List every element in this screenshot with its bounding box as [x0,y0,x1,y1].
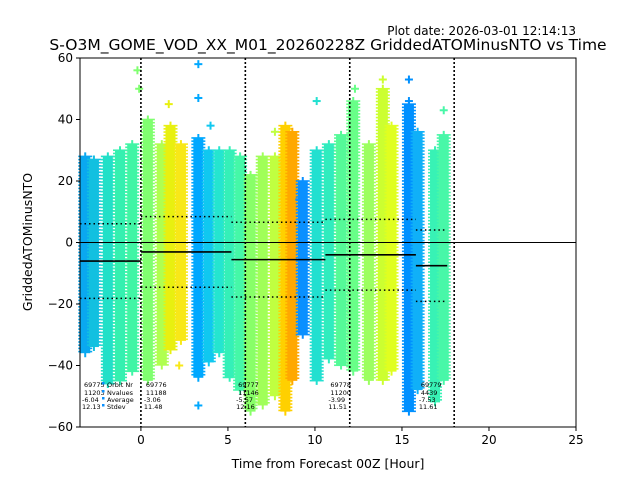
stat-value-nvalues: 4439 [421,389,438,397]
scatter-band [113,146,128,385]
scatter-outlier [175,361,184,370]
scatter-band [285,127,300,385]
stat-value-average: -6.04 [82,396,99,404]
scatter-band [295,177,310,339]
scatter-band [100,152,115,388]
stat-row-label: Average [107,396,134,404]
stat-row-marker [102,404,105,407]
x-axis-label: Time from Forecast 00Z [Hour] [231,456,425,471]
stat-value-nvalues: 11188 [146,389,167,397]
scatter-band [125,140,140,376]
scatter-band [140,115,155,385]
scatter-outlier [194,93,203,102]
scatter-band [255,152,270,410]
scatter-outlier [404,75,413,84]
stat-value-stdev: 12.16 [236,403,255,411]
y-tick-label: 0 [65,236,73,250]
scatter-outlier [295,195,304,204]
scatter-band [191,133,206,382]
scatter-outlier [194,401,203,410]
scatter-outlier [312,97,321,106]
scatter-outlier [439,106,448,115]
stats-lines-layer [80,215,576,303]
stat-row-label: Stdev [107,403,126,411]
stat-value-stdev: 11.51 [328,403,347,411]
scatter-outlier [404,97,413,106]
scatter-band [309,146,324,385]
stat-value-orbit: 69778 [330,381,351,389]
scatter-outlier [164,100,173,109]
data-points-layer [78,60,451,416]
scatter-outlier [206,121,215,130]
scatter-band [384,121,399,376]
stat-value-stdev: 11.61 [419,403,438,411]
stat-value-orbit: 69777 [238,381,259,389]
y-tick-label: 60 [58,51,73,65]
chart-title: S-O3M_GOME_VOD_XX_M01_20260228Z GriddedA… [49,36,606,55]
scatter-band [375,84,390,385]
stat-value-stdev: 11.48 [144,403,163,411]
scatter-outlier [135,84,144,93]
stat-value-nvalues: 11146 [238,389,259,397]
stat-value-stdev: 12.13 [82,403,101,411]
stat-value-average: -5.57 [236,396,253,404]
scatter-outlier [378,75,387,84]
y-tick-label: −40 [48,359,73,373]
stat-value-orbit: 69779 [421,381,442,389]
scatter-outlier [194,60,203,69]
y-tick-label: 20 [58,174,73,188]
stat-row-marker [102,390,105,393]
y-tick-label: −20 [48,297,73,311]
stat-value-nvalues: 11200 [330,389,351,397]
scatter-outlier [133,66,142,75]
scatter-band [361,140,376,385]
stat-value-average: -7.53 [419,396,436,404]
x-tick-label: 0 [137,433,145,447]
x-tick-label: 25 [568,433,583,447]
stat-value-orbit: 69776 [146,381,167,389]
x-tick-label: 15 [394,433,409,447]
stat-row-label: Orbit Nr [107,381,133,389]
stat-value-average: -3.06 [144,396,161,404]
scatter-outlier [350,84,359,93]
scatter-band [334,130,349,370]
plot-date: Plot date: 2026-03-01 12:14:13 [387,24,576,38]
scatter-band [321,140,336,364]
axes-layer: 0 5 10 15 20 25 −60 −40 −20 0 20 40 60 [48,51,584,447]
scatter-band [163,121,178,355]
scatter-band [410,127,425,395]
x-tick-label: 10 [307,433,322,447]
stat-row-marker [102,397,105,400]
scatter-outlier [288,339,297,348]
x-tick-label: 20 [481,433,496,447]
forecast-boundaries-layer [140,58,455,427]
scatter-band [267,152,282,401]
stat-value-average: -3.99 [328,396,345,404]
stat-value-orbit: 69775 [84,381,105,389]
stat-value-nvalues: 11203 [84,389,105,397]
x-tick-label: 5 [224,433,232,447]
scatter-band [436,130,451,385]
scatter-band [346,97,361,376]
scatter-band [86,155,101,352]
stat-row-marker [102,382,105,385]
y-tick-label: 40 [58,113,73,127]
y-axis-label: GriddedATOMinusNTO [20,173,35,311]
scatter-outlier [270,127,279,136]
y-tick-label: −60 [48,420,73,434]
stat-row-label: Nvalues [107,389,134,397]
